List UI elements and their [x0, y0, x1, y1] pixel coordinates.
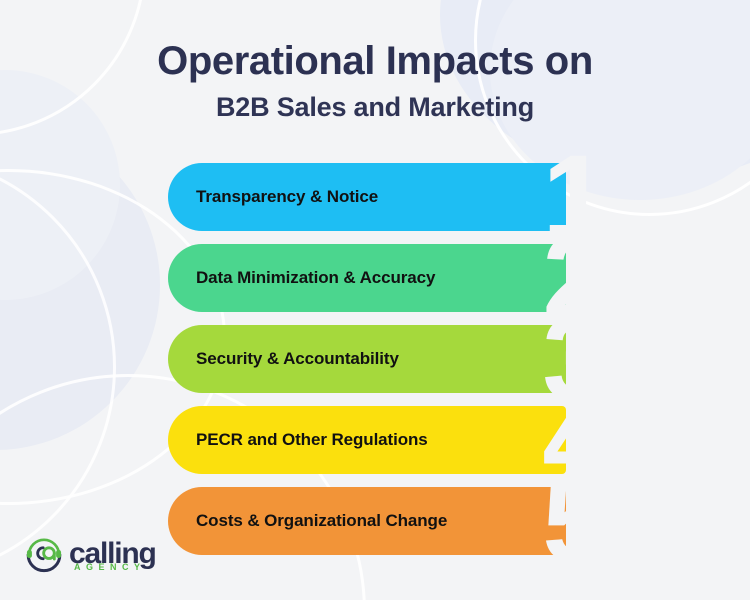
- list-item-label-5: Costs & Organizational Change: [196, 511, 448, 530]
- logo-tagline: AGENCY: [74, 562, 146, 572]
- brand-logo[interactable]: calling AGENCY: [24, 534, 157, 574]
- logo-wordmark: calling AGENCY: [69, 537, 157, 572]
- poster-heading: Operational Impacts on B2B Sales and Mar…: [0, 39, 750, 123]
- list-item-number-4: 4: [542, 374, 608, 506]
- page-title: Operational Impacts on: [157, 39, 593, 83]
- list-item-number-2: 2: [542, 212, 608, 344]
- list-item-number-5: 5: [542, 455, 608, 587]
- list-item-label-3: Security & Accountability: [196, 349, 399, 368]
- list-item-label-2: Data Minimization & Accuracy: [196, 268, 436, 287]
- list-item[interactable]: 5 Costs & Organizational Change: [168, 462, 608, 580]
- list-item[interactable]: 4 PECR and Other Regulations: [168, 381, 608, 499]
- decorative-blob-bottom-left: [0, 120, 160, 450]
- list-item-bar-4: [168, 406, 566, 474]
- list-item-number-3: 3: [542, 293, 608, 425]
- list-item[interactable]: 2 Data Minimization & Accuracy: [168, 219, 608, 337]
- list-item[interactable]: 1 Transparency & Notice: [168, 138, 608, 256]
- list-item-label-4: PECR and Other Regulations: [196, 430, 428, 449]
- calling-agency-headset-monogram-icon: [24, 534, 64, 574]
- page-subtitle: B2B Sales and Marketing: [215, 92, 534, 123]
- numbered-list: 1 Transparency & Notice 2 Data Minimizat…: [168, 138, 608, 580]
- list-item-bar-3: [168, 325, 566, 393]
- decorative-ring-bottom-left-outer: [0, 154, 116, 580]
- list-item-bar-5: [168, 487, 566, 555]
- list-item-bar-2: [168, 244, 566, 312]
- list-item-label-1: Transparency & Notice: [196, 187, 379, 206]
- list-item[interactable]: 3 Security & Accountability: [168, 300, 608, 418]
- logo-word: calling: [69, 537, 157, 570]
